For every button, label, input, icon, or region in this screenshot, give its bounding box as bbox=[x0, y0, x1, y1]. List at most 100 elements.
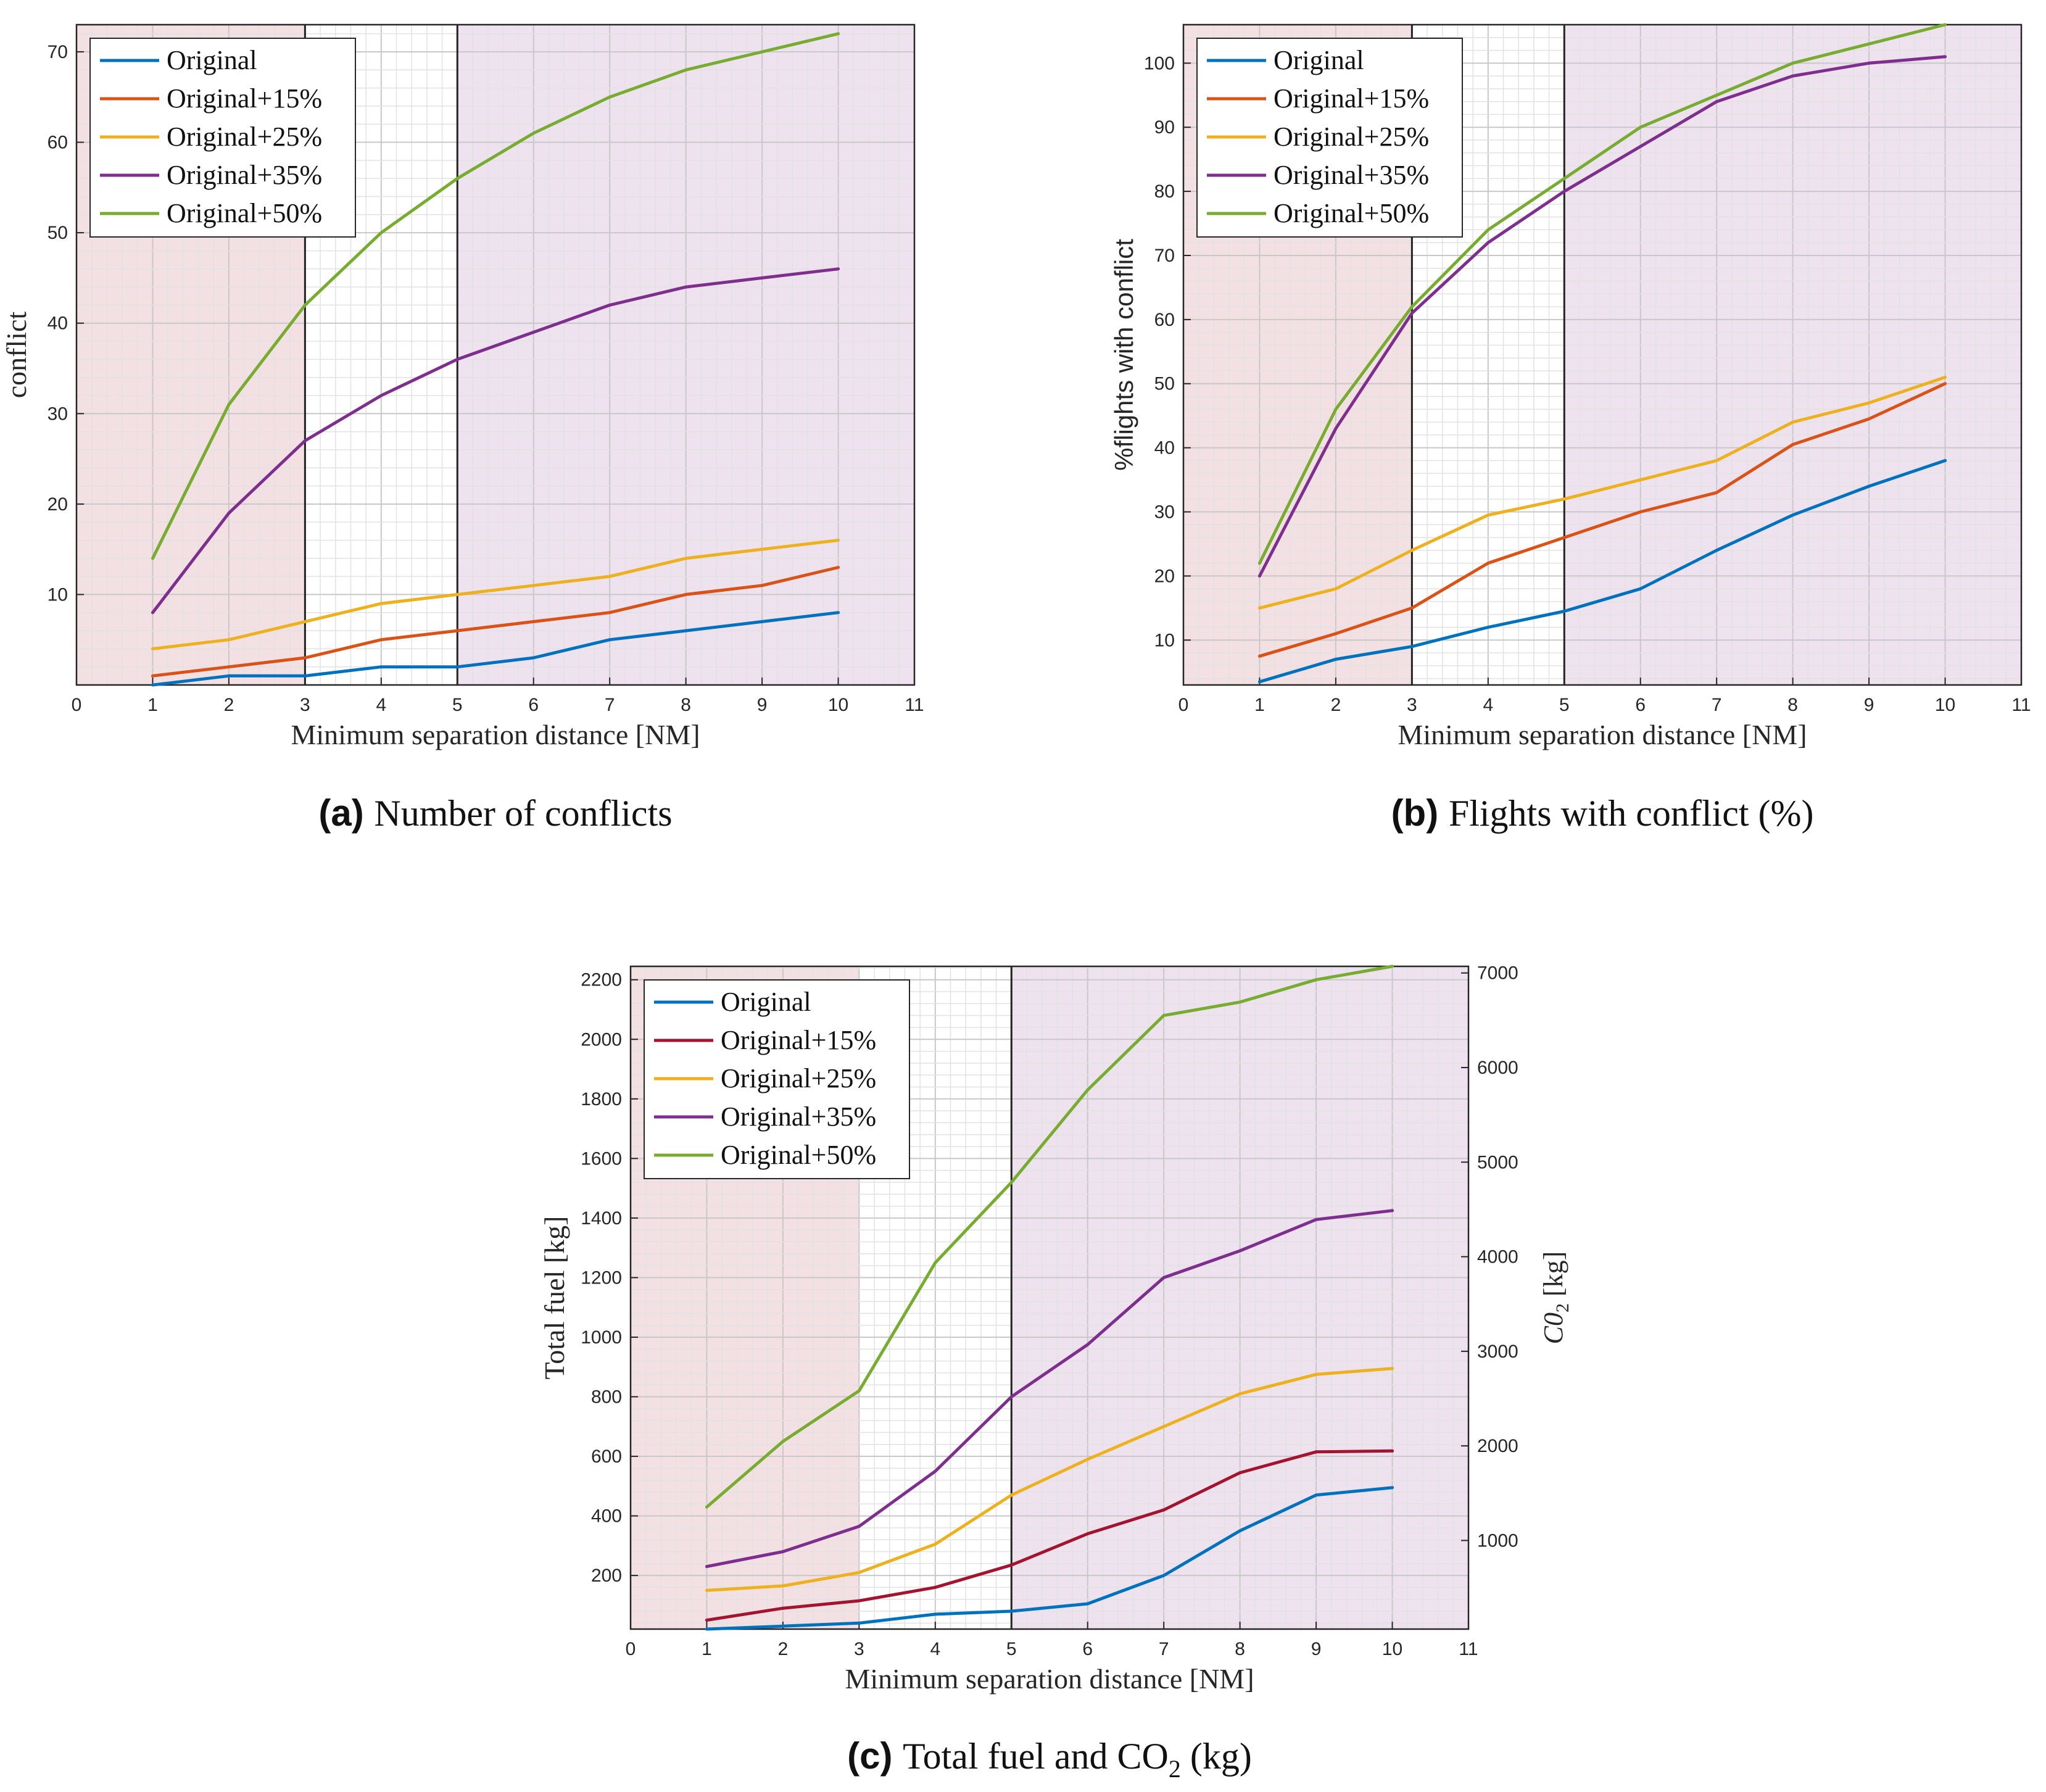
data-point bbox=[1391, 1449, 1394, 1453]
legend-label: Original+50% bbox=[721, 1140, 876, 1170]
x-tick-label: 9 bbox=[757, 695, 768, 715]
data-point bbox=[1867, 417, 1871, 421]
data-point bbox=[151, 683, 154, 687]
data-point bbox=[1715, 458, 1718, 462]
data-point bbox=[1162, 1014, 1166, 1018]
caption-letter: (c) bbox=[847, 1735, 903, 1777]
data-point bbox=[1314, 978, 1318, 982]
data-point bbox=[1867, 61, 1871, 65]
data-point bbox=[227, 674, 231, 678]
data-point bbox=[608, 95, 611, 99]
data-point bbox=[1791, 61, 1795, 65]
data-point bbox=[1009, 1563, 1013, 1567]
data-point bbox=[1486, 241, 1490, 244]
y-right-axis-label: C02 [kg] bbox=[1538, 1251, 1573, 1345]
caption-text: Total fuel and CO bbox=[903, 1736, 1169, 1777]
legend-label: Original+50% bbox=[1274, 198, 1429, 228]
data-point bbox=[227, 638, 231, 642]
y-tick-label: 800 bbox=[591, 1387, 622, 1407]
data-point bbox=[705, 1627, 708, 1631]
data-point bbox=[1009, 1493, 1013, 1497]
legend-label: Original+15% bbox=[1274, 83, 1429, 114]
data-point bbox=[608, 575, 611, 578]
data-point bbox=[1162, 1508, 1166, 1512]
x-tick-label: 3 bbox=[300, 695, 310, 715]
y-tick-label: 80 bbox=[1154, 181, 1175, 202]
panel-caption: (a) Number of conflicts bbox=[318, 792, 672, 834]
data-point bbox=[1086, 1602, 1090, 1606]
y-tick-label: 20 bbox=[48, 494, 68, 515]
data-point bbox=[781, 1584, 785, 1588]
y-tick-label: 600 bbox=[591, 1446, 622, 1467]
data-point bbox=[608, 611, 611, 615]
data-point bbox=[303, 620, 307, 623]
data-point bbox=[1086, 1088, 1090, 1092]
data-point bbox=[1944, 375, 1947, 379]
x-tick-label: 8 bbox=[1235, 1639, 1245, 1659]
data-point bbox=[1791, 442, 1795, 446]
y-right-axis-label-main: C0 bbox=[1538, 1313, 1568, 1344]
data-point bbox=[303, 656, 307, 660]
data-point bbox=[151, 611, 154, 615]
legend-label: Original+15% bbox=[167, 83, 322, 114]
data-point bbox=[760, 620, 764, 623]
x-tick-label: 0 bbox=[626, 1639, 636, 1659]
x-tick-label: 5 bbox=[1559, 695, 1570, 715]
data-point bbox=[1791, 420, 1795, 424]
data-point bbox=[1334, 587, 1338, 591]
legend-label: Original+35% bbox=[1274, 160, 1429, 190]
y-tick-label: 40 bbox=[48, 313, 68, 334]
data-point bbox=[934, 1612, 937, 1616]
data-point bbox=[1391, 1209, 1394, 1213]
y-tick-label: 60 bbox=[48, 133, 68, 153]
data-point bbox=[760, 547, 764, 551]
data-point bbox=[303, 674, 307, 678]
series-line bbox=[151, 611, 840, 687]
series-line bbox=[705, 1209, 1394, 1569]
series-line bbox=[151, 566, 840, 678]
legend-label: Original bbox=[167, 45, 257, 75]
data-point bbox=[1257, 606, 1261, 610]
data-point bbox=[151, 674, 154, 678]
panel-caption: (c) Total fuel and CO2 (kg) bbox=[847, 1735, 1252, 1783]
x-tick-label: 10 bbox=[828, 695, 848, 715]
data-point bbox=[227, 512, 231, 515]
x-tick-label: 5 bbox=[452, 695, 463, 715]
axes-frame bbox=[75, 23, 916, 686]
data-point bbox=[1391, 1367, 1394, 1371]
data-point bbox=[455, 357, 459, 361]
data-point bbox=[934, 1261, 937, 1264]
data-point bbox=[837, 32, 840, 36]
x-tick-label: 9 bbox=[1864, 695, 1874, 715]
data-point bbox=[1162, 1425, 1166, 1429]
data-point bbox=[1410, 549, 1414, 552]
x-tick-label: 2 bbox=[1331, 695, 1341, 715]
y-right-tick-label: 5000 bbox=[1477, 1152, 1518, 1172]
x-tick-label: 8 bbox=[681, 695, 691, 715]
x-tick-label: 6 bbox=[1082, 1639, 1093, 1659]
data-point bbox=[760, 584, 764, 587]
data-point bbox=[151, 557, 154, 560]
data-point bbox=[1257, 654, 1261, 658]
data-point bbox=[455, 176, 459, 180]
x-axis-label: Minimum separation distance [NM] bbox=[291, 719, 700, 750]
data-point bbox=[1314, 1450, 1318, 1454]
data-point bbox=[837, 565, 840, 569]
y-tick-label: 10 bbox=[1154, 630, 1175, 650]
data-point bbox=[1562, 189, 1566, 193]
legend-label: Original+25% bbox=[1274, 122, 1429, 152]
legend-label: Original bbox=[1274, 45, 1364, 75]
data-point bbox=[1162, 1574, 1166, 1577]
legend-label: Original+25% bbox=[167, 122, 322, 152]
data-point bbox=[1086, 1532, 1090, 1536]
data-point bbox=[705, 1619, 708, 1622]
series-line bbox=[705, 1486, 1394, 1631]
y-axis-label: %flights with conflict bbox=[1109, 239, 1138, 471]
data-point bbox=[227, 665, 231, 669]
y-tick-label: 400 bbox=[591, 1506, 622, 1527]
data-point bbox=[455, 665, 459, 669]
y-right-axis-label-sub: 2 bbox=[1552, 1303, 1573, 1313]
x-tick-label: 0 bbox=[1178, 695, 1189, 715]
y-tick-label: 30 bbox=[48, 404, 68, 424]
data-point bbox=[1238, 1471, 1242, 1475]
